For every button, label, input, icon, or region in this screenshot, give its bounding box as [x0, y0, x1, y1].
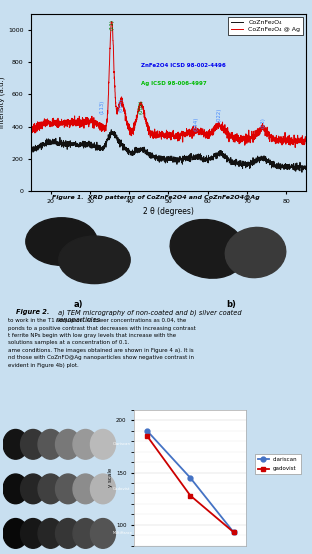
- Ellipse shape: [225, 227, 286, 278]
- CoZnFe₂O₄: [43, 141, 47, 147]
- Text: Clariscan: Clariscan: [113, 442, 131, 447]
- Text: (004): (004): [119, 98, 124, 112]
- CoZnFe₂O₄ @ Ag: [163, 135, 167, 141]
- Circle shape: [90, 519, 115, 548]
- CoZnFe₂O₄ @ Ag: [304, 138, 308, 145]
- Circle shape: [38, 429, 63, 459]
- CoZnFe₂O₄: [246, 161, 249, 167]
- CoZnFe₂O₄ @ Ag: [43, 119, 47, 126]
- CoZnFe₂O₄: [296, 163, 300, 170]
- CoZnFe₂O₄: [304, 166, 308, 172]
- Line: CoZnFe₂O₄ @ Ag: CoZnFe₂O₄ @ Ag: [31, 22, 306, 147]
- CoZnFe₂O₄ @ Ag: [293, 144, 297, 151]
- Circle shape: [56, 519, 80, 548]
- Text: Figure 1.  XRD patterns of CoZnFe2O4 and CoZnFe2O4@Ag: Figure 1. XRD patterns of CoZnFe2O4 and …: [52, 195, 260, 200]
- Legend: CoZnFe₂O₄, CoZnFe₂O₄ @ Ag: CoZnFe₂O₄, CoZnFe₂O₄ @ Ag: [228, 17, 303, 34]
- Circle shape: [56, 429, 80, 459]
- Text: Figure 2.: Figure 2.: [16, 309, 49, 315]
- Text: a): a): [73, 300, 83, 309]
- gadovist: [232, 529, 235, 535]
- clariscan: [188, 474, 192, 481]
- Circle shape: [38, 519, 63, 548]
- CoZnFe₂O₄ @ Ag: [109, 19, 113, 25]
- Circle shape: [21, 429, 46, 459]
- Text: (044): (044): [193, 117, 198, 131]
- Circle shape: [26, 218, 97, 265]
- Text: MultiHance: MultiHance: [113, 531, 133, 535]
- Ellipse shape: [170, 219, 246, 278]
- Circle shape: [56, 474, 80, 504]
- Line: clariscan: clariscan: [145, 428, 236, 535]
- Text: Ag ICSD 98-006-4997: Ag ICSD 98-006-4997: [141, 81, 207, 86]
- Circle shape: [3, 429, 28, 459]
- Text: a) TEM micrography of non-coated and b) silver coated
nanoparticles: a) TEM micrography of non-coated and b) …: [56, 309, 242, 323]
- Circle shape: [3, 474, 28, 504]
- Text: b): b): [226, 300, 236, 309]
- Line: CoZnFe₂O₄: CoZnFe₂O₄: [31, 130, 306, 172]
- CoZnFe₂O₄: [156, 153, 159, 160]
- Text: (002): (002): [139, 99, 144, 114]
- Text: ZnFe2O4 ICSD 98-002-4496: ZnFe2O4 ICSD 98-002-4496: [141, 63, 226, 68]
- Text: Gadovist: Gadovist: [113, 487, 130, 491]
- X-axis label: 2 θ (degrees): 2 θ (degrees): [143, 207, 194, 216]
- gadovist: [188, 493, 192, 499]
- Circle shape: [59, 236, 130, 284]
- CoZnFe₂O₄: [29, 145, 33, 152]
- CoZnFe₂O₄: [163, 157, 167, 163]
- CoZnFe₂O₄: [300, 169, 304, 176]
- CoZnFe₂O₄ @ Ag: [296, 136, 300, 143]
- Circle shape: [73, 474, 98, 504]
- Circle shape: [21, 519, 46, 548]
- clariscan: [145, 428, 149, 434]
- Circle shape: [73, 429, 98, 459]
- Circle shape: [73, 519, 98, 548]
- Y-axis label: Intensity (a.u.): Intensity (a.u.): [0, 77, 5, 128]
- CoZnFe₂O₄ @ Ag: [156, 130, 159, 137]
- Text: (022): (022): [217, 107, 222, 122]
- Text: (11): (11): [109, 19, 114, 30]
- Circle shape: [90, 474, 115, 504]
- gadovist: [145, 433, 149, 439]
- Legend: clariscan, gadovist: clariscan, gadovist: [255, 454, 300, 474]
- Line: gadovist: gadovist: [145, 434, 236, 535]
- Text: to work in the T1 sequence. At lower concentrations as 0.04, the
ponds to a posi: to work in the T1 sequence. At lower con…: [8, 318, 195, 368]
- CoZnFe₂O₄ @ Ag: [29, 122, 33, 129]
- Circle shape: [90, 429, 115, 459]
- CoZnFe₂O₄ @ Ag: [246, 137, 249, 143]
- clariscan: [232, 529, 235, 535]
- Circle shape: [3, 519, 28, 548]
- Text: (113): (113): [99, 100, 104, 114]
- Circle shape: [21, 474, 46, 504]
- Text: (13): (13): [260, 117, 265, 129]
- CoZnFe₂O₄ @ Ag: [296, 140, 300, 146]
- CoZnFe₂O₄: [110, 126, 113, 133]
- Circle shape: [38, 474, 63, 504]
- Y-axis label: y scale: y scale: [108, 468, 113, 488]
- CoZnFe₂O₄: [296, 165, 300, 171]
